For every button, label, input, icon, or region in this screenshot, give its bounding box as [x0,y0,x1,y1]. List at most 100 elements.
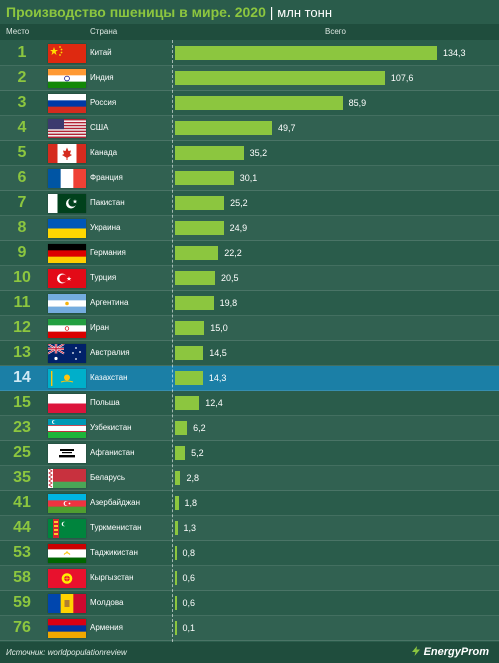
value-label: 5,2 [191,448,204,458]
bar [175,446,186,460]
table-row: 9 Германия 22,2 [0,241,499,266]
rank-number: 2 [17,69,27,86]
uzbekistan-flag-icon [48,419,86,438]
bar [175,471,181,485]
country-name: Молдова [90,598,124,607]
rank-number: 23 [13,419,31,436]
table-row: 35 Беларусь 2,8 [0,466,499,491]
value-label: 0,1 [182,623,196,633]
table-row: 5 Канада 35,2 [0,141,499,166]
rank-number: 10 [13,269,31,286]
iran-flag-icon [48,319,86,338]
rank-number: 76 [13,619,31,636]
table-row: 6 Франция 30,1 [0,166,499,191]
bar [175,121,272,135]
country-name: Украина [90,223,121,232]
table-row: 10 Турция 20,5 [0,266,499,291]
value-label: 35,2 [249,148,268,158]
ukraine-flag-icon [48,219,86,238]
bar [175,271,215,285]
value-label: 0,6 [182,598,196,608]
country-name: Таджикистан [90,548,138,557]
page-title: Производство пшеницы в мире. 2020 | млн … [6,4,332,24]
bar [175,246,219,260]
country-name: Афганистан [90,448,135,457]
country-name: Индия [90,73,114,82]
brand-name: EnergyProm [423,646,489,658]
belarus-flag-icon [48,469,86,488]
russia-flag-icon [48,94,86,113]
rank-number: 8 [17,219,27,236]
table-row: 11 Аргентина 19,8 [0,291,499,316]
value-label: 2,8 [186,473,199,483]
footer: Источник: worldpopulationreview EnergyPr… [0,642,499,663]
france-flag-icon [48,169,86,188]
table-row: 15 Польша 12,4 [0,391,499,416]
bar [175,296,214,310]
moldova-flag-icon [48,594,86,613]
argentina-flag-icon [48,294,86,313]
rank-number: 41 [13,494,31,511]
usa-flag-icon [48,119,86,138]
title-text: Производство пшеницы в мире. 2020 [6,4,266,20]
table-row: 44 Туркменистан 1,3 [0,516,499,541]
bar [175,521,178,535]
bar [175,421,188,435]
rank-number: 58 [13,569,31,586]
country-name: Беларусь [90,473,125,482]
value-label: 20,5 [220,273,239,283]
rank-number: 35 [13,469,31,486]
value-label: 22,2 [224,248,242,258]
bar [175,396,200,410]
column-header-value: Всего [172,24,499,40]
value-label: 49,7 [277,123,296,133]
table-row: 14 Казахстан 14,3 [0,366,499,391]
value-label: 107,6 [390,73,414,83]
bar [175,171,234,185]
country-name: Франция [90,173,123,182]
value-label: 0,8 [182,548,196,558]
bar [175,371,203,385]
kazakhstan-flag-icon [48,369,86,388]
column-header-country: Страна [44,24,172,40]
country-name: Узбекистан [90,423,132,432]
country-name: Турция [90,273,117,282]
bar [175,146,244,160]
bar [175,571,177,585]
rank-number: 9 [17,244,27,261]
armenia-flag-icon [48,619,86,638]
rank-number: 7 [17,194,27,211]
bar [175,321,205,335]
table-row: 7 Пакистан 25,2 [0,191,499,216]
table-row: 58 Кыргызстан 0,6 [0,566,499,591]
afghanistan-flag-icon [48,444,86,463]
table-row: 23 Узбекистан 6,2 [0,416,499,441]
country-name: Армения [90,623,123,632]
value-label: 19,8 [219,298,238,308]
bar [175,546,177,560]
value-label: 0,6 [182,573,196,583]
tajikistan-flag-icon [48,544,86,563]
country-name: Азербайджан [90,498,141,507]
bar [175,196,225,210]
country-name: США [90,123,109,132]
country-name: Россия [90,98,117,107]
rank-number: 12 [13,319,31,336]
title-separator: | [269,4,274,20]
brand-logo: EnergyProm [411,642,489,663]
china-flag-icon [48,44,86,63]
turkey-flag-icon [48,269,86,288]
country-name: Туркменистан [90,523,142,532]
kyrgyzstan-flag-icon [48,569,86,588]
country-name: Аргентина [90,298,129,307]
country-name: Китай [90,48,112,57]
column-header-rank: Место [0,24,44,40]
rank-number: 1 [17,44,27,61]
table-row: 4 США 49,7 [0,116,499,141]
table-row: 53 Таджикистан 0,8 [0,541,499,566]
rank-number: 14 [13,369,31,386]
value-label: 134,3 [443,48,466,58]
poland-flag-icon [48,394,86,413]
pakistan-flag-icon [48,194,86,213]
